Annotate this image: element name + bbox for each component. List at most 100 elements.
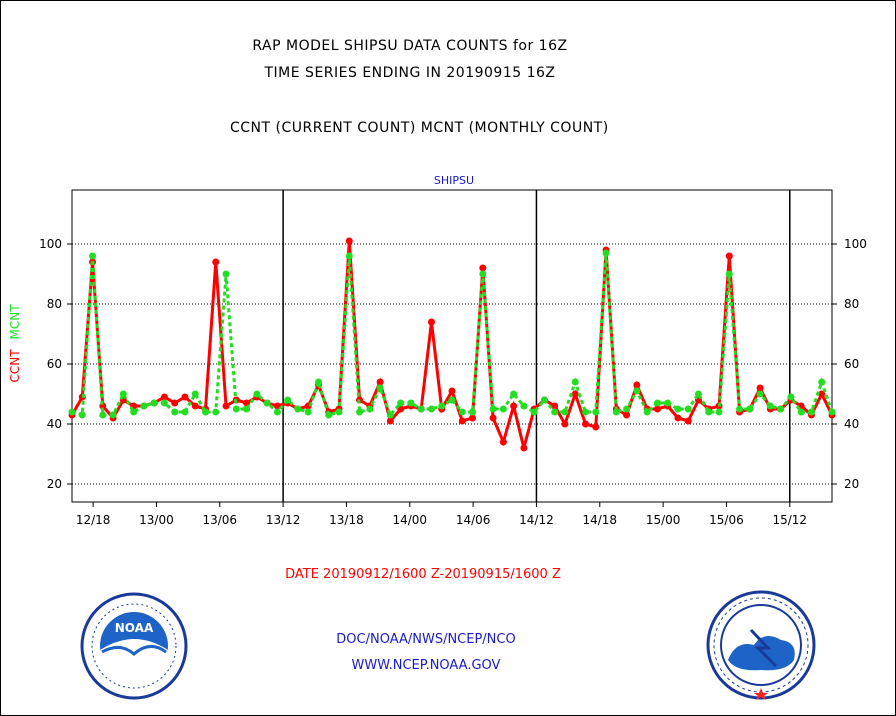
data-point-mcnt: [807, 408, 815, 416]
data-point-mcnt: [746, 405, 754, 413]
data-point-mcnt: [284, 396, 292, 404]
data-point-ccnt: [653, 405, 661, 413]
data-point-mcnt: [427, 405, 435, 413]
data-point-mcnt: [592, 408, 600, 416]
plot-title: SHIPSU: [434, 174, 474, 187]
data-point-mcnt: [643, 408, 651, 416]
data-point-mcnt: [694, 390, 702, 398]
data-point-mcnt: [171, 408, 179, 416]
data-point-mcnt: [304, 408, 312, 416]
data-point-mcnt: [540, 396, 548, 404]
x-axis-label: DATE 20190912/1600 Z-20190915/1600 Z: [285, 567, 561, 582]
data-point-mcnt: [756, 390, 764, 398]
data-point-mcnt: [777, 405, 785, 413]
data-point-mcnt: [448, 396, 456, 404]
data-point-mcnt: [150, 399, 158, 407]
data-point-ccnt: [448, 387, 456, 395]
data-point-mcnt: [366, 405, 374, 413]
y-tick-label-right: 20: [844, 477, 859, 491]
x-tick-label: 14/12: [519, 513, 554, 527]
data-point-mcnt: [191, 390, 199, 398]
data-point-mcnt: [335, 408, 343, 416]
y-tick-label-right: 60: [844, 357, 859, 371]
y-tick-label-left: 20: [47, 477, 62, 491]
data-point-ccnt: [427, 318, 435, 326]
data-point-ccnt: [469, 414, 477, 422]
data-point-mcnt: [674, 405, 682, 413]
y-tick-label-left: 100: [39, 237, 62, 251]
data-point-mcnt: [828, 408, 836, 416]
data-point-ccnt: [489, 414, 497, 422]
data-point-mcnt: [582, 408, 590, 416]
data-point-ccnt: [756, 384, 764, 392]
svg-text:NOAA: NOAA: [115, 621, 154, 635]
data-point-mcnt: [571, 378, 579, 386]
data-point-ccnt: [212, 258, 220, 266]
data-point-ccnt: [376, 378, 384, 386]
x-tick-label: 14/18: [582, 513, 617, 527]
data-point-mcnt: [715, 408, 723, 416]
data-point-mcnt: [263, 399, 271, 407]
data-point-mcnt: [818, 378, 826, 386]
data-point-mcnt: [766, 402, 774, 410]
y-tick-label-left: 80: [47, 297, 62, 311]
data-point-mcnt: [232, 405, 240, 413]
chart-legend-description: CCNT (CURRENT COUNT) MCNT (MONTHLY COUNT…: [230, 120, 609, 136]
data-point-ccnt: [520, 444, 528, 452]
data-point-ccnt: [725, 252, 733, 260]
data-point-mcnt: [109, 411, 117, 419]
data-point-mcnt: [787, 393, 795, 401]
y-axis-label-ccnt: CCNT: [8, 349, 22, 383]
data-point-ccnt: [582, 420, 590, 428]
data-point-ccnt: [551, 402, 559, 410]
data-point-mcnt: [314, 378, 322, 386]
nws-logo-icon: [706, 590, 816, 700]
data-point-ccnt: [222, 402, 230, 410]
data-point-ccnt: [479, 264, 487, 272]
footer-url[interactable]: WWW.NCEP.NOAA.GOV: [351, 658, 501, 673]
data-point-ccnt: [684, 417, 692, 425]
chart-title-line-2: TIME SERIES ENDING IN 20190915 16Z: [264, 65, 556, 81]
data-point-mcnt: [736, 405, 744, 413]
plot-area: [71, 189, 833, 503]
data-point-mcnt: [68, 408, 76, 416]
data-point-mcnt: [469, 408, 477, 416]
x-tick-label: 14/00: [392, 513, 427, 527]
data-point-mcnt: [612, 408, 620, 416]
x-tick-label: 14/06: [456, 513, 491, 527]
data-point-mcnt: [438, 402, 446, 410]
data-point-mcnt: [520, 402, 528, 410]
data-point-mcnt: [602, 249, 610, 257]
data-point-ccnt: [623, 411, 631, 419]
data-point-mcnt: [458, 408, 466, 416]
data-point-ccnt: [633, 381, 641, 389]
y-tick-label-left: 60: [47, 357, 62, 371]
data-point-ccnt: [181, 393, 189, 401]
data-point-mcnt: [130, 408, 138, 416]
data-point-mcnt: [725, 270, 733, 278]
data-point-ccnt: [561, 420, 569, 428]
data-point-mcnt: [705, 408, 713, 416]
data-point-mcnt: [294, 405, 302, 413]
x-tick-label: 12/18: [76, 513, 111, 527]
data-point-mcnt: [551, 408, 559, 416]
data-point-ccnt: [592, 423, 600, 431]
data-point-mcnt: [273, 408, 281, 416]
data-point-mcnt: [99, 411, 107, 419]
data-point-mcnt: [78, 411, 86, 419]
data-point-mcnt: [510, 390, 518, 398]
footer-organization: DOC/NOAA/NWS/NCEP/NCO: [336, 632, 516, 647]
data-point-mcnt: [530, 408, 538, 416]
data-point-mcnt: [243, 405, 251, 413]
y-axis-label-mcnt: MCNT: [8, 304, 22, 340]
data-point-mcnt: [664, 399, 672, 407]
data-point-ccnt: [171, 399, 179, 407]
data-point-mcnt: [407, 399, 415, 407]
data-point-mcnt: [499, 405, 507, 413]
data-point-mcnt: [253, 390, 261, 398]
data-point-mcnt: [119, 390, 127, 398]
data-point-mcnt: [489, 405, 497, 413]
data-point-ccnt: [191, 402, 199, 410]
data-point-ccnt: [510, 402, 518, 410]
